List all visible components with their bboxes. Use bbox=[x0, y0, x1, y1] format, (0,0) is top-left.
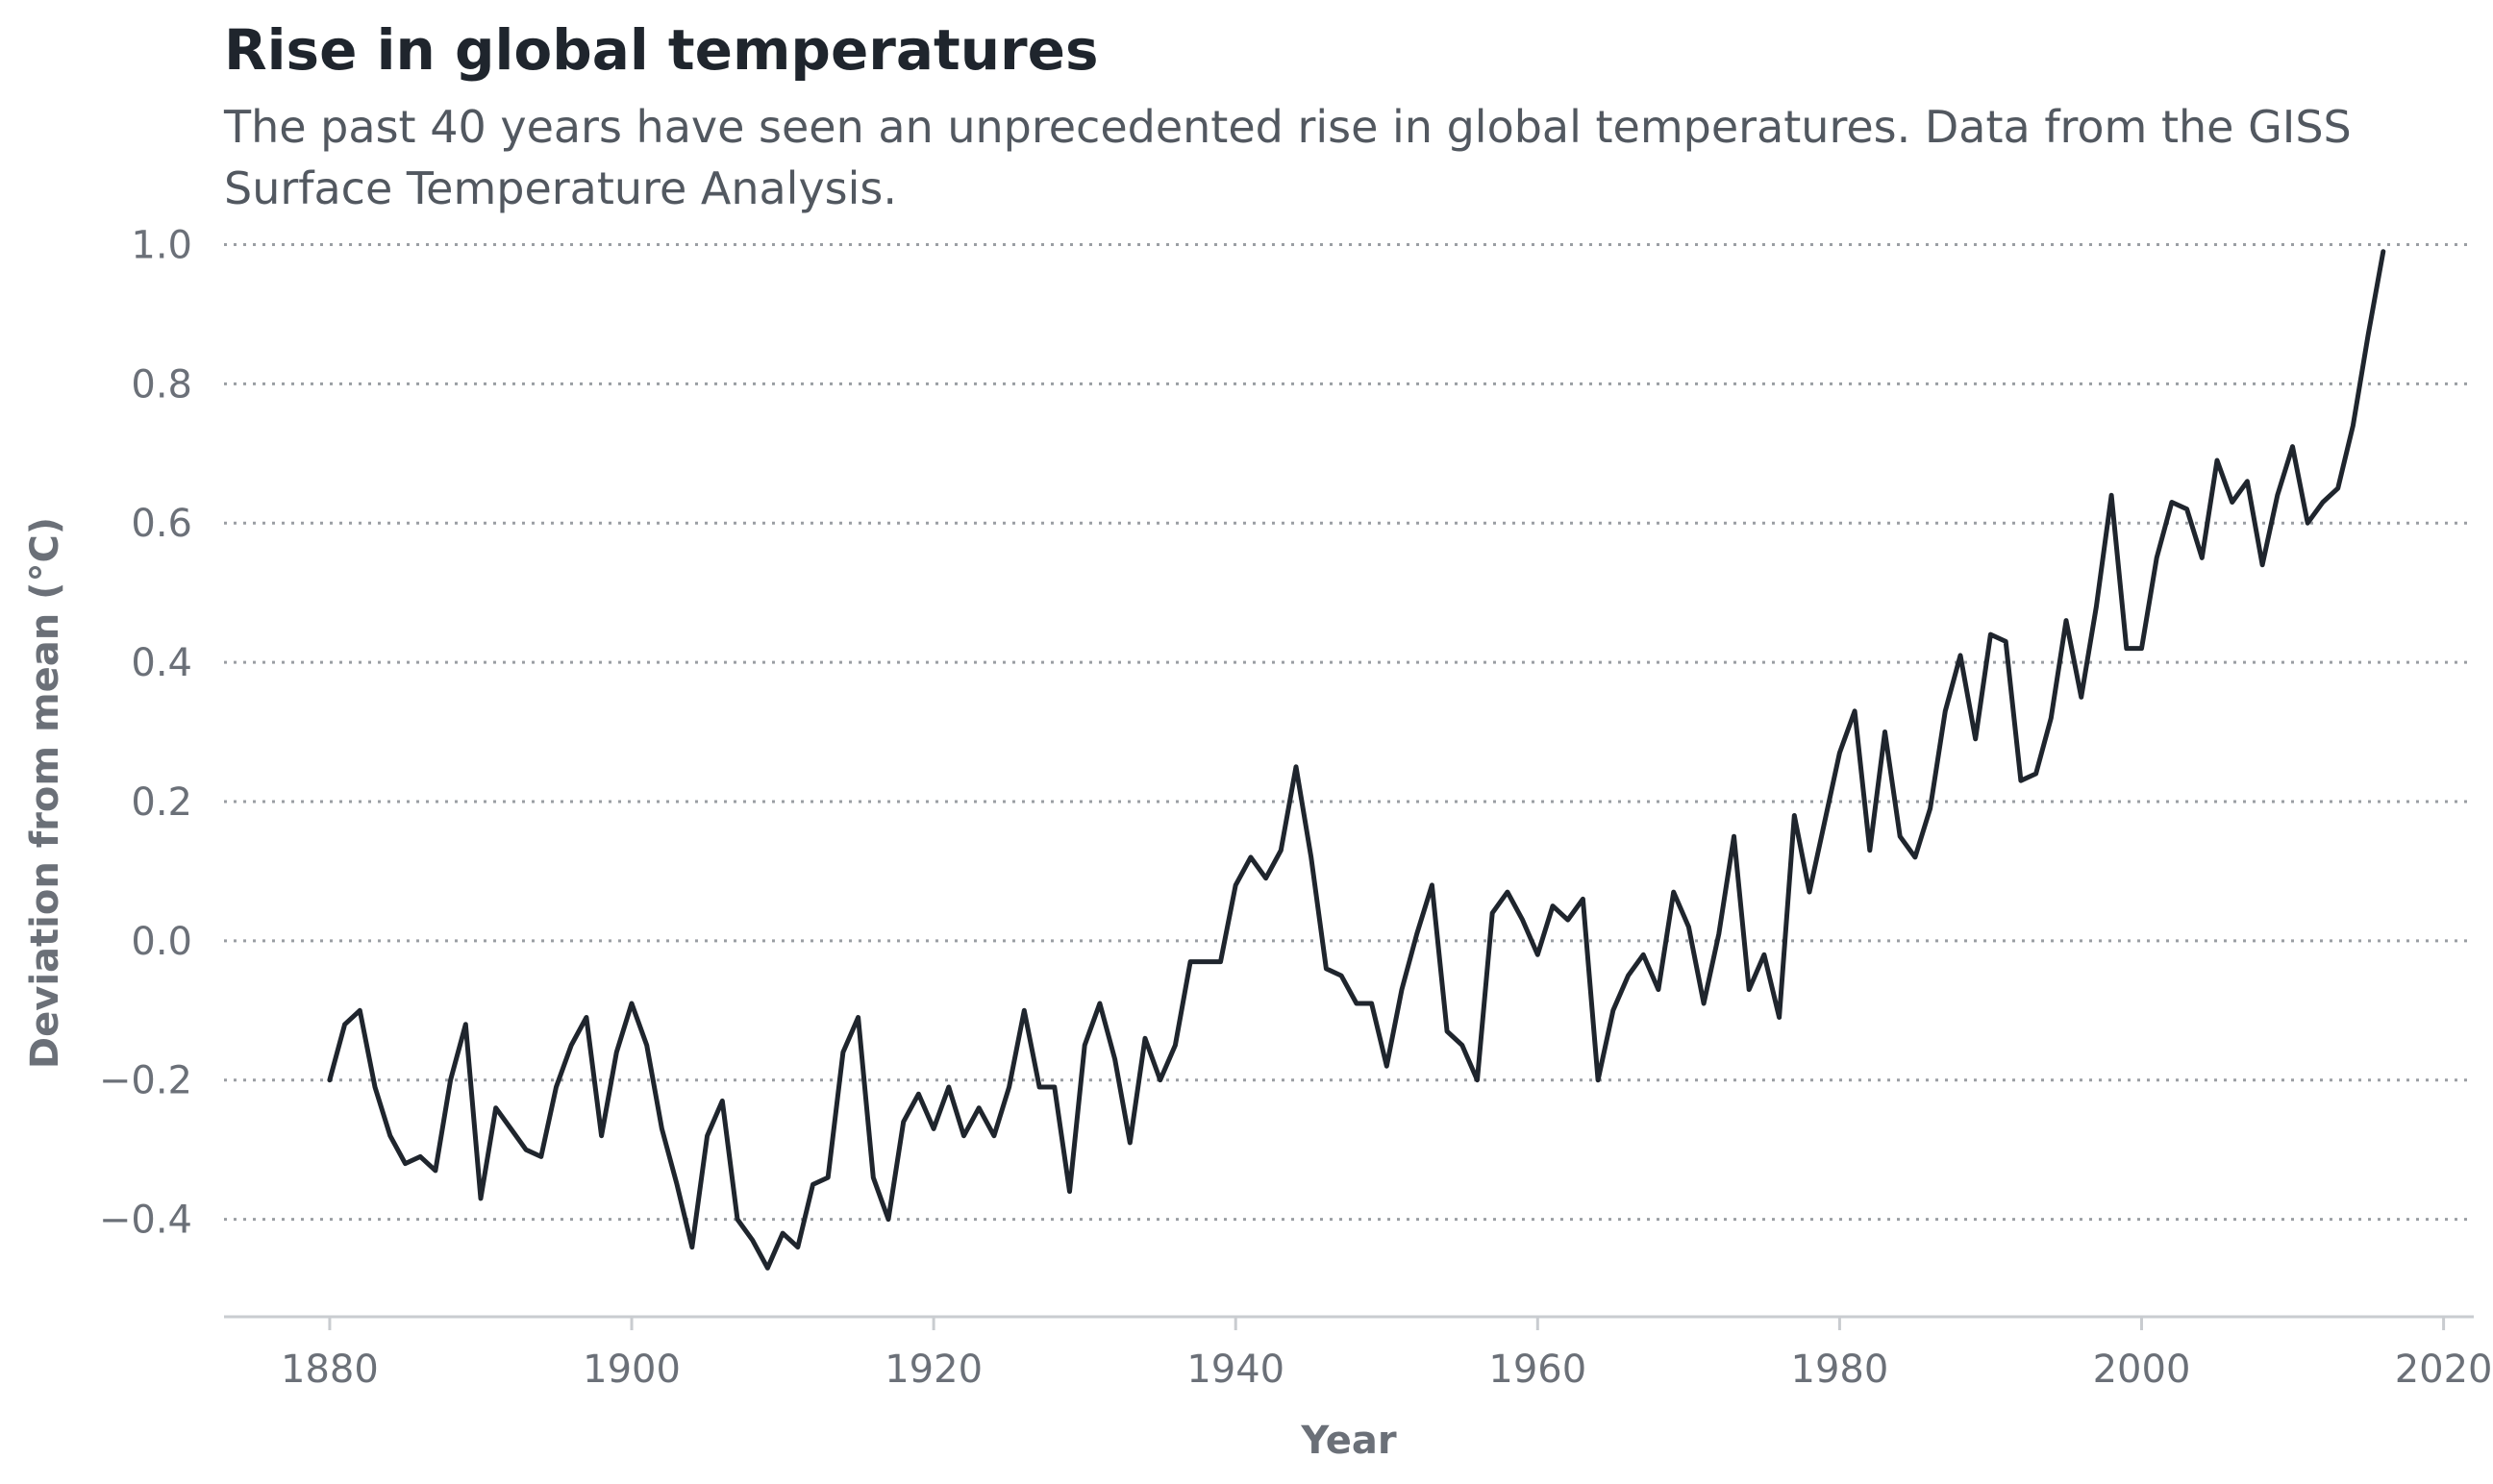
y-tick-label: −0.4 bbox=[99, 1199, 192, 1243]
gridlines bbox=[224, 242, 2474, 1222]
chart-subtitle: The past 40 years have seen an unprecede… bbox=[224, 101, 2352, 214]
x-tick-label: 1980 bbox=[1791, 1348, 1889, 1392]
y-tick-label: 0.2 bbox=[131, 780, 192, 825]
x-tick-label: 1940 bbox=[1186, 1348, 1284, 1392]
y-tick-label: 0.4 bbox=[131, 641, 192, 685]
x-tick-label: 1900 bbox=[583, 1348, 681, 1392]
x-tick-label: 1880 bbox=[281, 1348, 379, 1392]
x-tick-label: 2000 bbox=[2093, 1348, 2191, 1392]
series-line-temperature-deviation bbox=[327, 249, 2386, 1271]
y-tick-label: 1.0 bbox=[131, 223, 192, 267]
x-tick-label: 1920 bbox=[885, 1348, 983, 1392]
y-tick-labels: 1.0 0.8 0.6 0.4 0.2 0.0 −0.2 −0.4 bbox=[99, 223, 192, 1242]
y-tick-label: 0.8 bbox=[131, 362, 192, 407]
y-axis-label: Deviation from mean (°C) bbox=[23, 517, 67, 1069]
x-tick-label: 1960 bbox=[1488, 1348, 1586, 1392]
y-tick-label: 0.0 bbox=[131, 920, 192, 964]
x-tick-label: 2020 bbox=[2395, 1348, 2493, 1392]
y-tick-label: 0.6 bbox=[131, 502, 192, 546]
x-tick-labels: 1880 1900 1920 1940 1960 1980 2000 2020 bbox=[281, 1317, 2492, 1392]
x-axis-label: Year bbox=[1300, 1419, 1396, 1463]
chart-title: Rise in global temperatures bbox=[224, 17, 1099, 83]
y-tick-label: −0.2 bbox=[99, 1059, 192, 1103]
